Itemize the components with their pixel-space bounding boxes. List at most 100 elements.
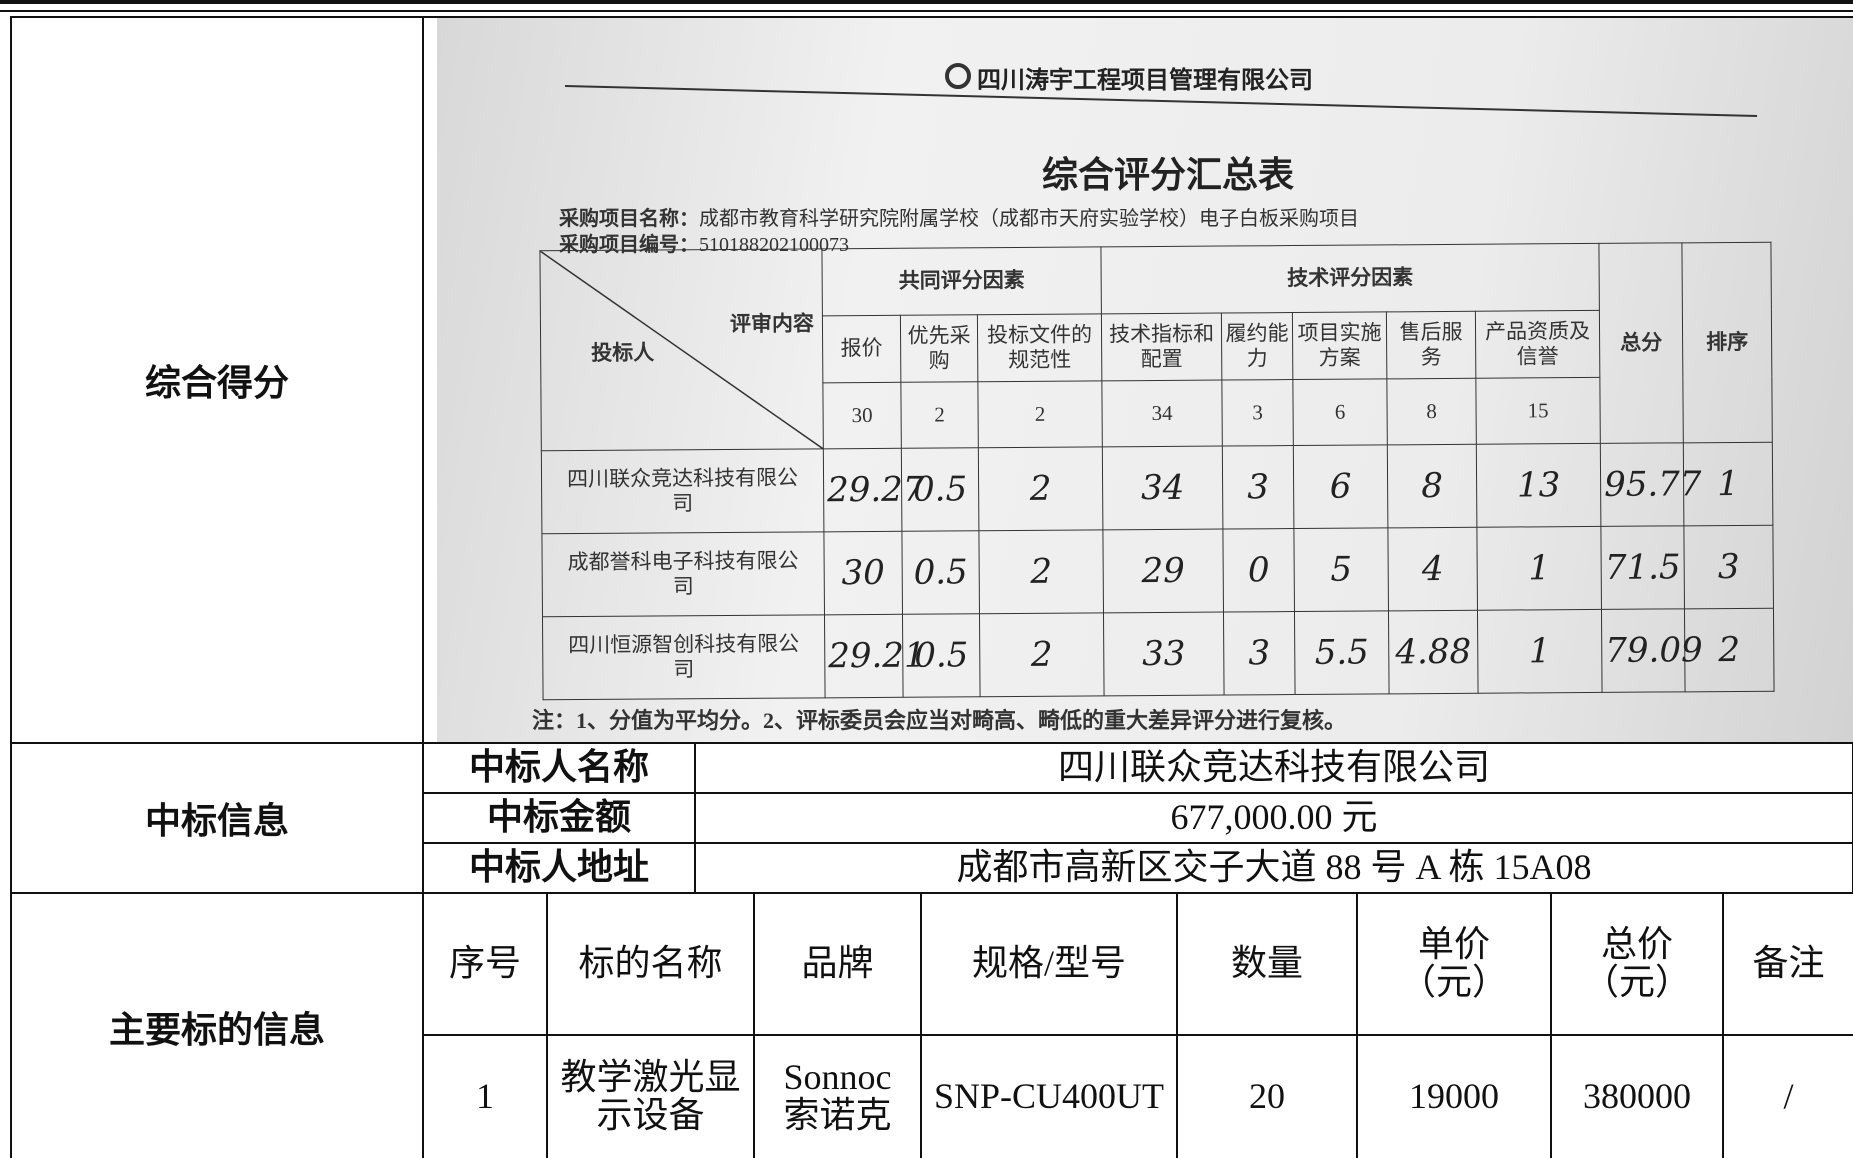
items-cell: 19000 <box>1356 1034 1552 1158</box>
score: 5 <box>1293 527 1389 612</box>
column-header: 技术指标和配置 <box>1101 313 1222 381</box>
score: 13 <box>1476 443 1601 528</box>
weight: 3 <box>1221 379 1294 447</box>
note: 注：1、分值为平均分。2、评标委员会应当对畸高、畸低的重大差异评分进行复核。 <box>532 708 1347 733</box>
score: 1 <box>1477 609 1603 694</box>
photo-title: 综合评分汇总表 <box>1042 155 1295 195</box>
bidder-row: 四川联众竞达科技有限公司 29.27 0.5 2 34 3 6 8 13 95.77 1 <box>541 442 1773 534</box>
award-value: 677,000.00 元 <box>694 792 1853 844</box>
score: 2 <box>979 612 1105 697</box>
score: 34 <box>1102 446 1223 530</box>
score: 1 <box>1476 526 1602 611</box>
score: 5.5 <box>1294 610 1390 695</box>
score: 0.5 <box>902 613 981 698</box>
header-row: 评审内容 投标人 共同评分因素 技术评分因素 总分 排序 <box>539 242 1773 451</box>
score-label: 综合得分 <box>10 16 424 744</box>
weight: 6 <box>1292 378 1388 446</box>
weight: 2 <box>977 380 1103 448</box>
project-name: 采购项目名称：成都市教育科学研究院附属学校（成都市天府实验学校）电子白板采购项目 <box>559 202 1359 231</box>
items-cell: SNP-CU400UT <box>920 1034 1178 1158</box>
score: 8 <box>1387 444 1477 528</box>
diag-bottom: 投标人 <box>591 340 655 365</box>
project-name-value: 成都市教育科学研究院附属学校（成都市天府实验学校）电子白板采购项目 <box>699 208 1359 230</box>
score: 4 <box>1387 527 1478 611</box>
total: 95.77 <box>1600 442 1702 527</box>
photo-decor <box>564 63 1758 117</box>
items-cell: Sonnoc索诺克 <box>753 1034 922 1158</box>
column-header: 履约能力 <box>1221 312 1293 381</box>
project-no-label: 采购项目编号： <box>559 234 699 256</box>
column-header: 产品资质及信誉 <box>1475 310 1600 379</box>
score: 6 <box>1293 444 1388 529</box>
bidder: 四川联众竞达科技有限公司 <box>541 448 824 534</box>
items-header: 品牌 <box>753 892 922 1036</box>
bidder: 四川恒源智创科技有限公司 <box>542 614 826 700</box>
award-label: 中标信息 <box>10 742 424 894</box>
column-header: 报价 <box>822 315 901 383</box>
bidder: 成都誉科电子科技有限公司 <box>541 531 825 617</box>
diag-cell: 评审内容投标人 <box>539 248 824 451</box>
score: 29 <box>1102 529 1224 613</box>
column-header: 项目实施方案 <box>1292 311 1387 380</box>
weight: 30 <box>822 382 902 449</box>
items-cell: 20 <box>1176 1034 1358 1158</box>
award-key: 中标人名称 <box>422 742 696 794</box>
bidder-row: 成都誉科电子科技有限公司 30 0.5 2 29 0 5 4 1 71.5 3 <box>541 525 1774 617</box>
score: 29.21 <box>824 614 926 698</box>
score-photo: 四川涛宇工程项目管理有限公司 综合评分汇总表 采购项目名称：成都市教育科学研究院… <box>437 18 1853 742</box>
group-header: 技术评分因素 <box>1100 243 1600 314</box>
items-table: 序号 标的名称 品牌 规格/型号 数量 单价（元） 总价（元） 备注 1 教学激光显示设备 Sonn… <box>422 892 1853 1158</box>
items-header: 标的名称 <box>546 892 755 1036</box>
score: 30 <box>823 531 903 615</box>
items-cell: / <box>1722 1034 1853 1158</box>
weight: 34 <box>1101 380 1223 447</box>
award-key: 中标金额 <box>422 792 696 844</box>
company: 四川涛宇工程项目管理有限公司 <box>977 66 1313 94</box>
items-cell: 教学激光显示设备 <box>546 1034 755 1158</box>
score: 2 <box>978 529 1104 614</box>
items-header: 规格/型号 <box>920 892 1178 1036</box>
award-key: 中标人地址 <box>422 842 696 894</box>
project-no-value: 510188202100073 <box>699 234 849 256</box>
items-header: 备注 <box>1722 892 1853 1036</box>
rank: 3 <box>1683 525 1774 609</box>
total: 71.5 <box>1600 525 1685 610</box>
score: 29.27 <box>823 448 925 532</box>
score: 33 <box>1103 612 1225 696</box>
bidder-row: 四川恒源智创科技有限公司 29.21 0.5 2 33 3 5.5 4.88 1 79.09 2 <box>542 608 1775 700</box>
total: 79.09 <box>1601 608 1703 693</box>
weight: 2 <box>900 381 979 449</box>
award-value: 四川联众竞达科技有限公司 <box>694 742 1853 794</box>
column-header: 投标文件的规范性 <box>977 313 1102 382</box>
score: 3 <box>1222 445 1294 530</box>
award-value: 成都市高新区交子大道 88 号 A 栋 15A08 <box>694 842 1853 894</box>
weight: 15 <box>1475 377 1601 445</box>
score: 2 <box>978 446 1103 531</box>
diag-top: 评审内容 <box>729 311 815 336</box>
rank-header: 排序 <box>1681 242 1773 443</box>
column-header: 售后服务 <box>1386 311 1476 379</box>
column-header: 优先采购 <box>900 314 978 383</box>
score: 0.5 <box>901 530 980 615</box>
items-header: 单价（元） <box>1356 892 1552 1036</box>
group-header: 共同评分因素 <box>821 246 1102 316</box>
score: 0 <box>1222 528 1295 613</box>
items-header: 数量 <box>1176 892 1358 1036</box>
score-table: 评审内容 投标人 共同评分因素 技术评分因素 总分 排序 报价 优先采购 投标文件的规范性 技术指… <box>539 242 1775 701</box>
items-cell: 1 <box>422 1034 548 1158</box>
award-table: 中标人名称 四川联众竞达科技有限公司 中标金额 677,000.00 元中标人地址 成都… <box>422 742 1853 894</box>
logo <box>945 63 971 89</box>
top-rule <box>0 0 1853 12</box>
score: 0.5 <box>901 447 979 532</box>
score: 3 <box>1223 611 1296 696</box>
weight: 8 <box>1386 378 1477 445</box>
diag-line <box>540 250 824 450</box>
score: 4.88 <box>1388 610 1479 694</box>
total-header: 总分 <box>1598 242 1684 444</box>
items-cell: 380000 <box>1550 1034 1724 1158</box>
items-header: 总价（元） <box>1550 892 1724 1036</box>
project-name-label: 采购项目名称： <box>559 208 699 230</box>
items-header: 序号 <box>422 892 548 1036</box>
items-label: 主要标的信息 <box>10 892 424 1158</box>
